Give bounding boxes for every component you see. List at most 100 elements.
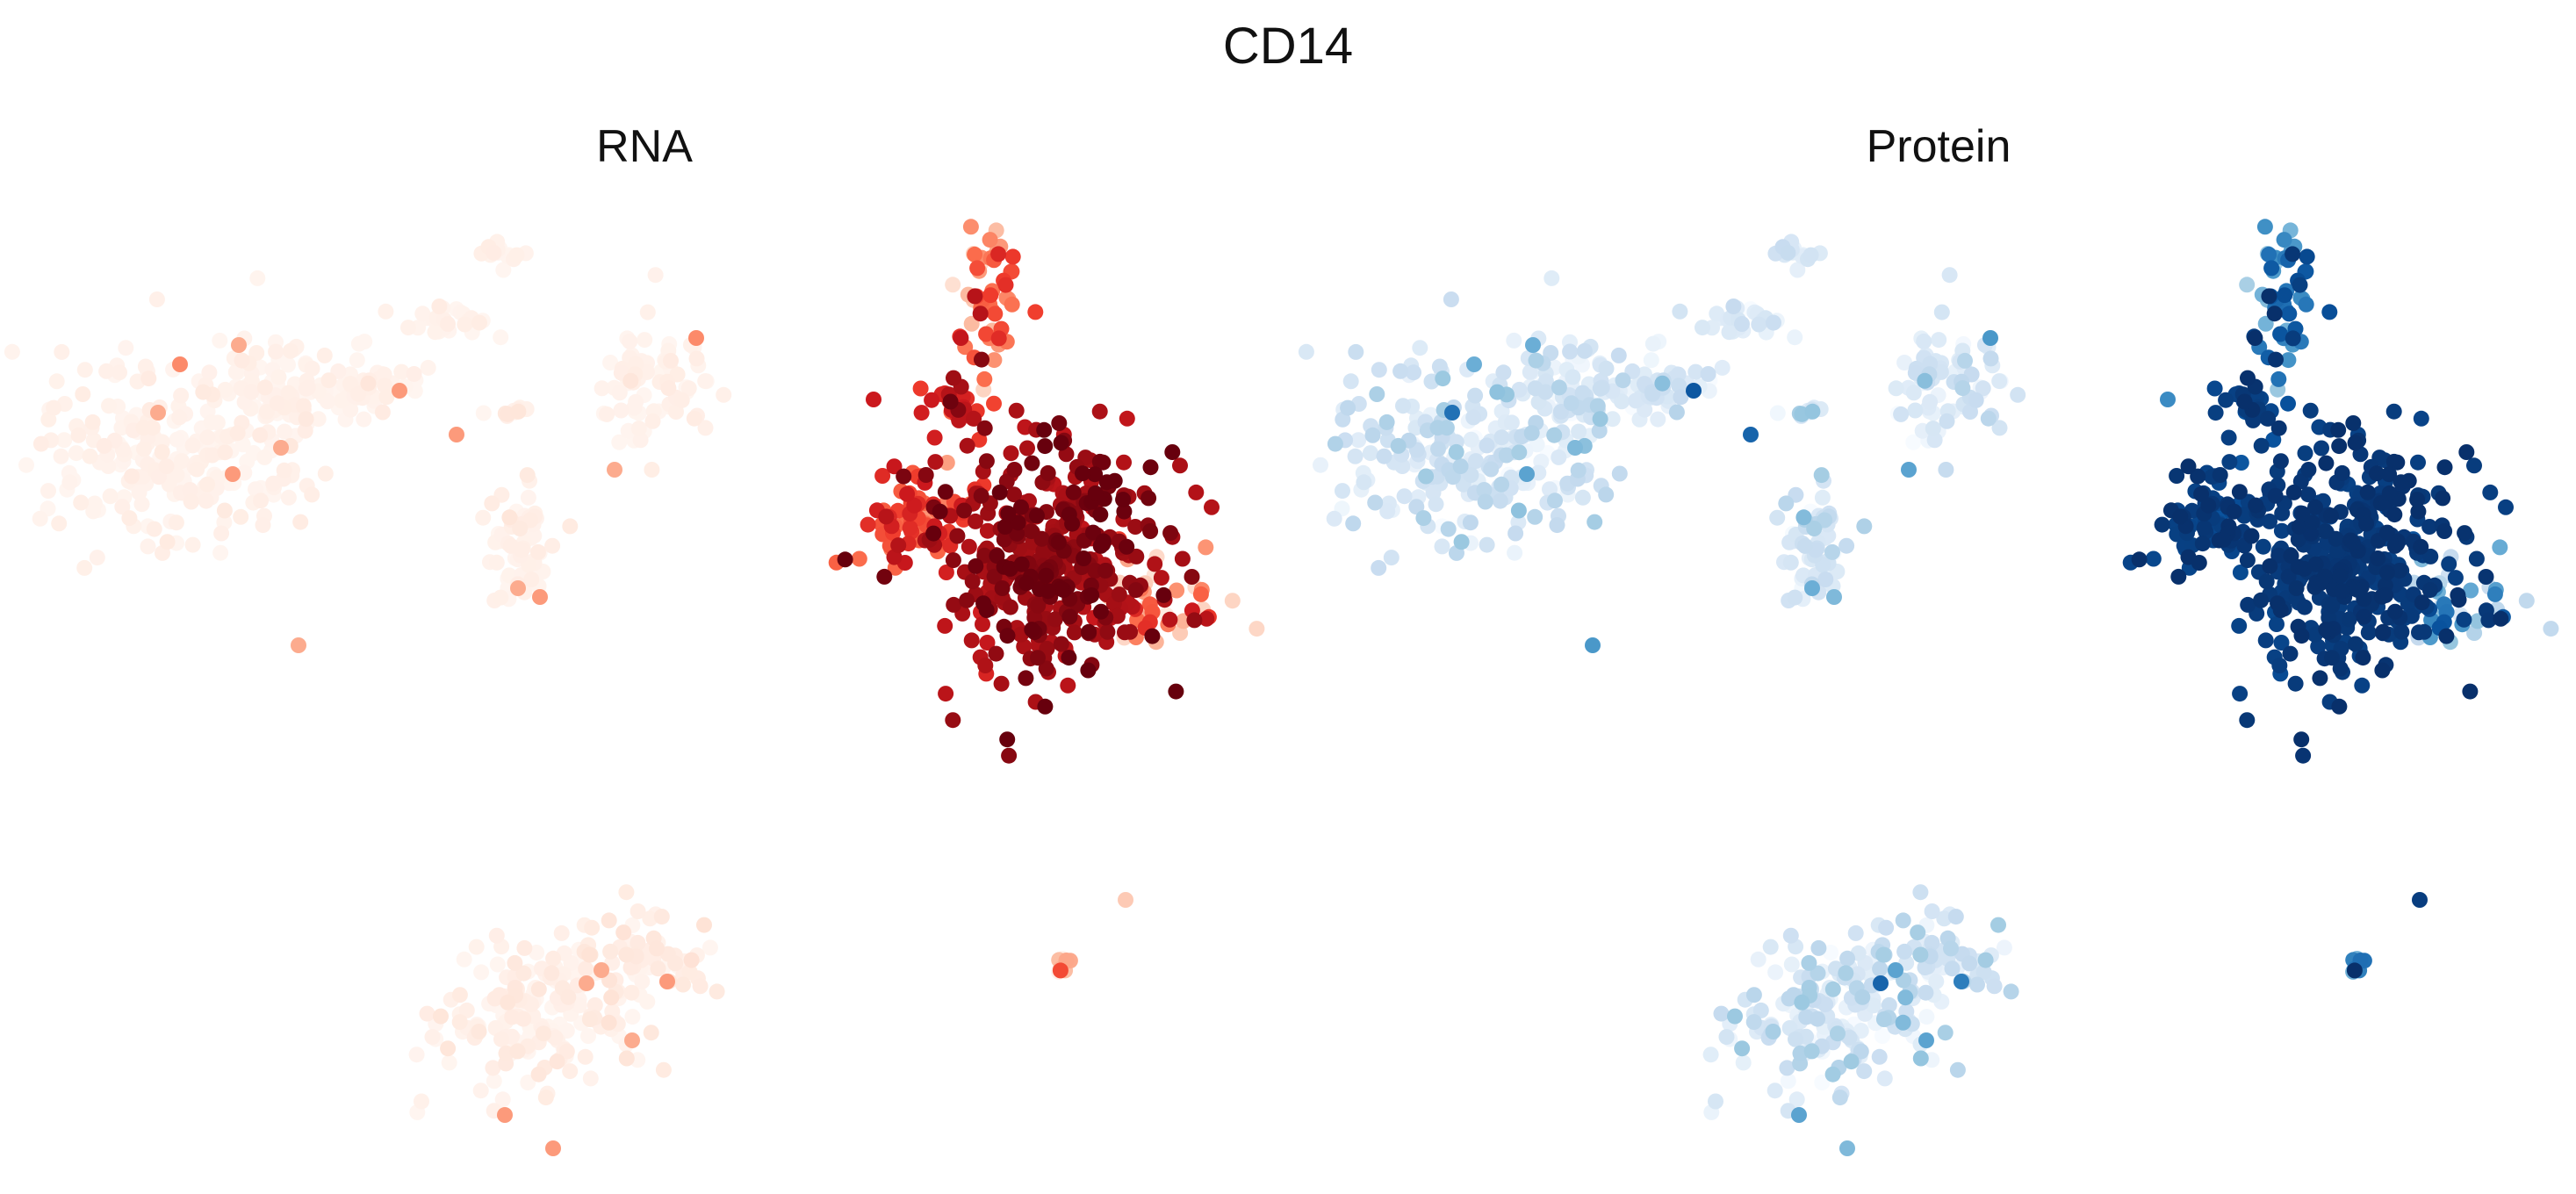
rna-point-652 [32, 435, 49, 452]
protein-point-1208 [2196, 520, 2213, 536]
rna-point-531 [553, 924, 570, 941]
rna-point-688 [295, 398, 312, 414]
rna-point-1360 [932, 503, 948, 520]
rna-point-677 [484, 495, 500, 512]
protein-point-118 [1750, 951, 1767, 967]
rna-point-722 [630, 934, 646, 951]
protein-point-861 [2261, 246, 2277, 263]
rna-point-1219 [1047, 611, 1063, 628]
protein-point-1379 [2294, 506, 2311, 521]
rna-point-365 [468, 939, 485, 955]
protein-point-708 [1498, 447, 1515, 464]
rna-point-718 [159, 534, 176, 550]
rna-point-830 [392, 383, 407, 399]
rna-point-1038 [890, 537, 907, 554]
protein-point-986 [2498, 499, 2514, 515]
protein-point-1027 [2412, 892, 2428, 908]
rna-point-543 [298, 380, 314, 397]
rna-point-250 [203, 414, 219, 430]
rna-point-568 [642, 910, 658, 927]
rna-point-1359 [1083, 587, 1100, 603]
protein-point-586 [1592, 380, 1608, 397]
rna-point-712 [558, 1043, 575, 1060]
protein-point-1211 [2347, 636, 2364, 652]
protein-point-446 [1975, 380, 1991, 397]
rna-point-1364 [1080, 662, 1097, 679]
rna-point-603 [304, 486, 320, 503]
rna-point-1300 [1097, 563, 1113, 579]
protein-point-507 [1493, 429, 1510, 446]
protein-point-992 [2410, 454, 2426, 471]
protein-point-979 [2292, 277, 2308, 293]
rna-point-598 [523, 572, 540, 587]
rna-point-1048 [1188, 484, 1205, 500]
protein-point-890 [2280, 395, 2296, 412]
protein-point-382 [1356, 474, 1372, 491]
rna-point-1130 [993, 675, 1010, 692]
rna-point-1016 [1060, 677, 1076, 694]
rna-point-672 [96, 437, 112, 454]
protein-point-843 [2276, 232, 2292, 248]
protein-point-675 [1462, 514, 1479, 531]
protein-point-598 [1779, 1060, 1795, 1076]
protein-point-1374 [2318, 622, 2335, 638]
rna-point-1294 [1023, 523, 1040, 540]
protein-point-242 [1814, 489, 1831, 506]
rna-point-852 [982, 232, 998, 248]
rna-point-736 [653, 909, 670, 925]
rna-point-870 [976, 370, 993, 387]
protein-point-299 [1503, 414, 1520, 431]
rna-point-691 [545, 950, 562, 967]
rna-point-540 [243, 384, 260, 400]
rna-point-1271 [1006, 462, 1023, 478]
protein-point-441 [1769, 509, 1786, 526]
rna-point-972 [926, 429, 943, 446]
protein-point-72 [1996, 939, 2012, 956]
protein-point-1391 [2243, 528, 2260, 544]
rna-point-713 [252, 427, 269, 443]
rna-point-304 [594, 380, 610, 397]
rna-point-517 [508, 247, 525, 263]
protein-point-323 [1614, 393, 1630, 410]
rna-point-384 [622, 333, 638, 349]
rna-point-1055 [961, 538, 977, 555]
protein-point-1254 [2421, 582, 2438, 599]
protein-point-508 [1787, 589, 1803, 606]
protein-point-618 [1797, 537, 1813, 554]
protein-point-798 [1795, 509, 1812, 526]
protein-point-461 [1751, 316, 1767, 333]
protein-point-438 [1672, 303, 1688, 320]
protein-point-772 [1977, 952, 1994, 968]
rna-point-328 [697, 373, 714, 390]
rna-point-654 [440, 316, 456, 332]
rna-point-702 [124, 468, 140, 485]
protein-point-945 [2269, 616, 2285, 632]
protein-point-702 [1949, 1061, 1966, 1078]
rna-point-1004 [937, 617, 953, 634]
rna-point-904 [969, 260, 986, 277]
rna-point-909 [1052, 962, 1069, 979]
rna-point-619 [183, 493, 199, 510]
protein-point-1375 [2334, 583, 2350, 600]
protein-point-782 [1453, 534, 1470, 550]
rna-point-912 [978, 326, 995, 342]
protein-point-1237 [2295, 747, 2312, 764]
rna-point-983 [899, 486, 916, 502]
rna-point-550 [258, 404, 275, 420]
rna-point-578 [73, 494, 90, 511]
rna-point-757 [530, 981, 547, 997]
rna-point-620 [630, 903, 646, 919]
rna-point-85 [702, 939, 718, 956]
protein-point-1193 [2329, 543, 2346, 559]
rna-point-1399 [1155, 586, 1172, 603]
protein-point-1263 [2324, 650, 2340, 666]
rna-point-268 [85, 503, 102, 520]
rna-point-560 [189, 461, 205, 478]
protein-point-577 [1562, 343, 1579, 360]
protein-point-841 [2160, 392, 2176, 407]
rna-point-1308 [994, 580, 1011, 596]
rna-point-401 [630, 421, 647, 437]
protein-point-563 [1734, 316, 1750, 332]
rna-point-745 [536, 1025, 551, 1042]
protein-point-271 [1530, 464, 1547, 481]
